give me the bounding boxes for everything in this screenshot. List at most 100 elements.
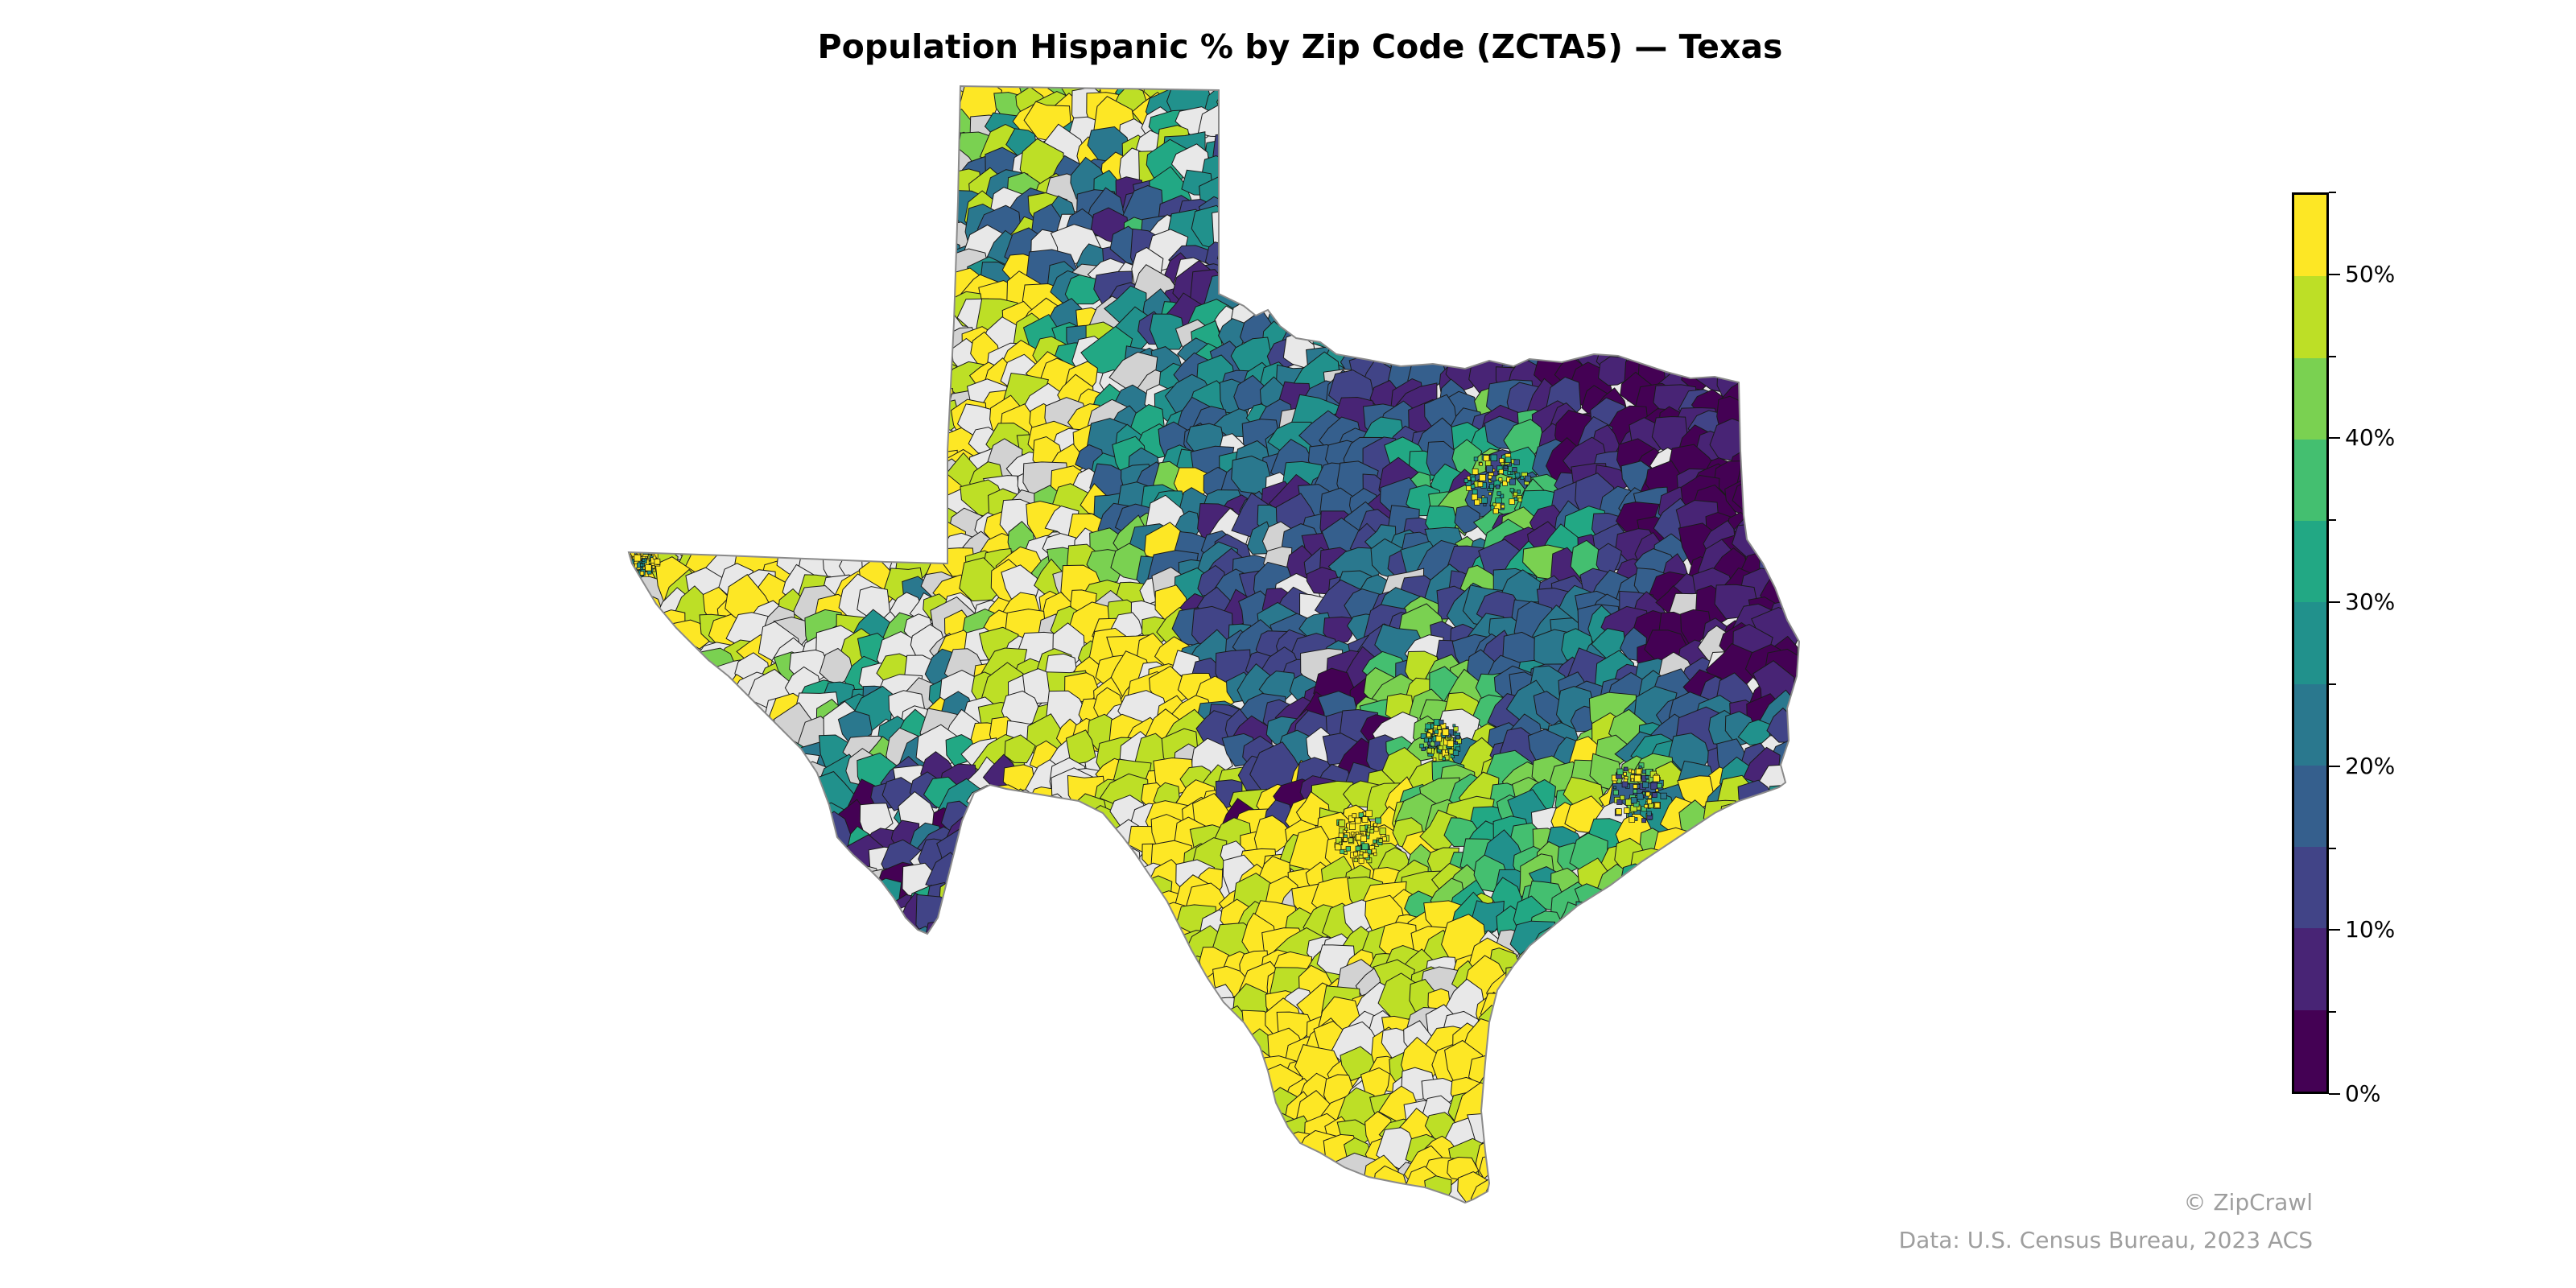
zcta-region-urban [1348,815,1355,823]
zcta-region [1406,230,1442,277]
zcta-region [1528,148,1567,192]
zcta-region [1569,199,1603,229]
zcta-region [1119,1086,1162,1141]
zcta-region [1093,1002,1134,1050]
zcta-region [1617,86,1655,109]
zcta-region [1004,734,1036,764]
zcta-region-urban [1339,841,1343,845]
zcta-region [1047,989,1079,1025]
zcta-region [1593,260,1627,299]
zcta-region [760,427,807,467]
zcta-region [1761,1150,1799,1187]
zcta-region [1254,124,1294,180]
zcta-region [972,1028,1006,1065]
zcta-region-urban [1513,497,1518,501]
zcta-region [764,736,796,774]
zcta-region [680,1016,710,1047]
zcta-region [1262,1181,1299,1203]
zcta-region [670,460,701,494]
zcta-region [943,1072,974,1102]
zcta-region [720,1174,759,1203]
zcta-region [1498,194,1526,227]
zcta-region [895,978,931,1012]
zcta-region [845,380,880,418]
zcta-region [1334,171,1376,208]
zcta-region [1737,1038,1783,1083]
zcta-region [1017,864,1063,900]
zcta-region-urban [1432,758,1437,762]
zcta-region [842,97,877,128]
zcta-region [1134,1042,1179,1088]
zcta-region [845,888,876,929]
zcta-region [1119,1172,1172,1203]
zcta-region [989,993,1030,1030]
zcta-region [733,1153,782,1200]
zcta-region [1604,200,1635,235]
zcta-region [1740,1009,1781,1051]
zcta-region [830,1111,884,1154]
zcta-region [924,1059,973,1106]
colorbar-tick [2329,1093,2340,1095]
zcta-region-urban [1359,825,1366,832]
zcta-region-urban [1629,816,1636,823]
zcta-region [1585,102,1633,151]
zcta-region [1079,1147,1120,1191]
zcta-region [982,883,1030,929]
zcta-region [1378,190,1416,224]
zcta-region [795,1062,845,1105]
zcta-region [1522,209,1566,252]
zcta-region [789,506,837,555]
zcta-region [629,86,644,113]
zcta-region [629,294,646,327]
zcta-region [667,791,708,841]
zcta-region [832,263,873,302]
zcta-region [805,147,843,178]
zcta-region [1205,1010,1238,1044]
zcta-region [671,184,709,227]
zcta-region [649,86,691,109]
zcta-region-urban [1613,786,1616,790]
zcta-region [695,840,737,874]
zcta-region [1094,927,1142,974]
zcta-region [835,906,886,950]
zcta-region [864,330,906,380]
zcta-region [658,207,685,242]
zcta-region [1761,361,1794,397]
zcta-region-urban [1633,789,1637,794]
zcta-region [904,499,941,553]
zcta-region-urban [1426,741,1431,745]
zcta-region [629,805,647,833]
zcta-region-urban [1362,852,1368,859]
zcta-region [1445,229,1496,283]
zcta-region [629,610,671,654]
zcta-region [1633,918,1686,958]
zcta-region [1317,294,1356,335]
zcta-region [954,1164,1002,1203]
zcta-region [1137,1136,1173,1175]
zcta-region [1048,817,1088,854]
zcta-region [1742,386,1787,422]
zcta-region [1699,950,1729,980]
zcta-region [1241,1171,1279,1203]
zcta-region-urban [1641,806,1647,812]
zcta-region [896,442,943,486]
zcta-region [875,506,910,551]
zcta-region [629,90,664,129]
zcta-region [1321,86,1363,118]
zcta-region-urban [1507,471,1512,475]
zcta-region [979,1045,1032,1091]
zcta-region [1625,1122,1674,1170]
zcta-region [708,470,749,505]
zcta-region [629,496,648,538]
zcta-region-urban [1472,469,1479,475]
zcta-region [679,451,717,485]
zcta-region [729,922,773,960]
zcta-region [629,813,648,860]
zcta-region-urban [644,542,650,548]
zcta-region [844,960,888,1005]
zcta-region [1616,126,1653,158]
zcta-region [629,567,642,617]
zcta-region [896,463,944,516]
colorbar-tick-label: 40% [2345,424,2396,452]
zcta-region-urban [1633,784,1638,789]
